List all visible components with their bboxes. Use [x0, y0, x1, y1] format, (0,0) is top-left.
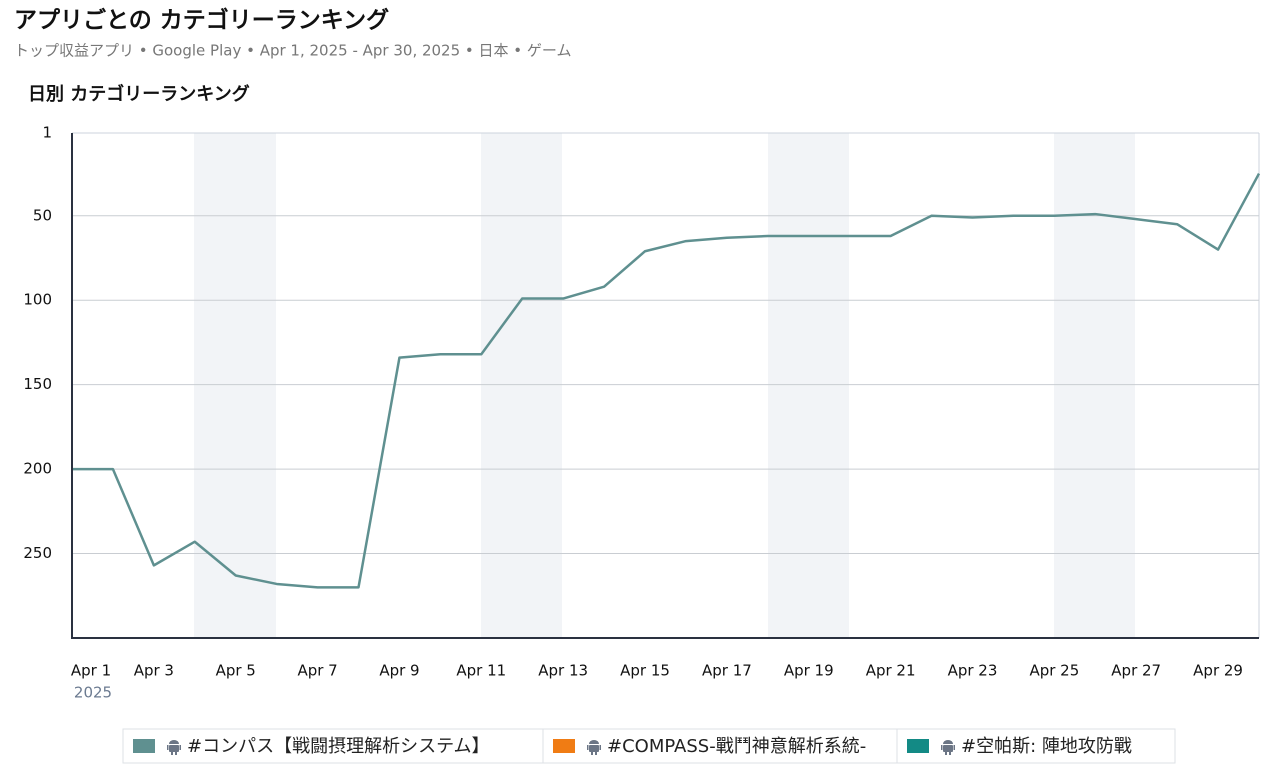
x-tick-label: Apr 21: [866, 662, 916, 680]
weekend-bands: [194, 133, 1135, 638]
y-tick-label: 150: [23, 375, 52, 393]
legend-label: #コンパス【戦闘摂理解析システム】: [187, 736, 490, 757]
icon-part: [587, 745, 589, 750]
icon-part: [943, 745, 953, 752]
icon-part: [945, 751, 947, 755]
weekend-band: [194, 133, 276, 638]
y-tick-label: 50: [33, 206, 52, 224]
x-year-label: 2025: [74, 684, 112, 702]
chart-title: 日別 カテゴリーランキング: [28, 83, 250, 105]
icon-part: [175, 751, 177, 755]
icon-part: [167, 745, 169, 750]
weekend-band: [1054, 133, 1135, 638]
series-line: [72, 172, 1261, 589]
x-tick-label: Apr 13: [538, 662, 588, 680]
icon-part: [589, 740, 599, 744]
icon-part: [943, 740, 953, 744]
x-tick-label: Apr 9: [379, 662, 419, 680]
android-icon: [587, 740, 601, 755]
legend-swatch: [133, 739, 155, 753]
android-icon: [167, 740, 181, 755]
y-tick-label: 1: [42, 124, 52, 142]
weekend-band: [768, 133, 849, 638]
x-tick-label: Apr 19: [784, 662, 834, 680]
x-tick-label: Apr 23: [948, 662, 998, 680]
page-title: アプリごとの カテゴリーランキング: [14, 7, 389, 34]
legend-swatch: [907, 739, 929, 753]
icon-part: [169, 745, 179, 752]
x-tick-label: Apr 15: [620, 662, 670, 680]
x-tick-label: Apr 7: [297, 662, 337, 680]
y-tick-label: 250: [23, 544, 52, 562]
icon-part: [953, 745, 955, 750]
x-tick-label: Apr 27: [1111, 662, 1161, 680]
icon-part: [589, 745, 599, 752]
x-tick-label: Apr 3: [134, 662, 174, 680]
legend-label: #COMPASS-戰鬥神意解析系統-: [607, 736, 866, 757]
icon-part: [595, 751, 597, 755]
legend-label: #空帕斯: 陣地攻防戰: [961, 736, 1132, 757]
y-tick-label: 100: [23, 291, 52, 309]
icon-part: [591, 751, 593, 755]
android-icon: [941, 740, 955, 755]
x-tick-label: Apr 5: [216, 662, 256, 680]
icon-part: [171, 751, 173, 755]
x-tick-label: Apr 25: [1029, 662, 1079, 680]
x-tick-label: Apr 11: [456, 662, 506, 680]
subtitle: トップ収益アプリ • Google Play • Apr 1, 2025 - A…: [14, 42, 571, 60]
x-tick-label: Apr 1: [71, 662, 111, 680]
legend-item: [542, 728, 898, 764]
legend-swatch: [553, 739, 575, 753]
x-tick-label: Apr 17: [702, 662, 752, 680]
icon-part: [941, 745, 943, 750]
weekend-band: [481, 133, 562, 638]
icon-part: [949, 751, 951, 755]
x-tick-label: Apr 29: [1193, 662, 1243, 680]
icon-part: [169, 740, 179, 744]
icon-part: [599, 745, 601, 750]
icon-part: [179, 745, 181, 750]
y-tick-label: 200: [23, 460, 52, 478]
